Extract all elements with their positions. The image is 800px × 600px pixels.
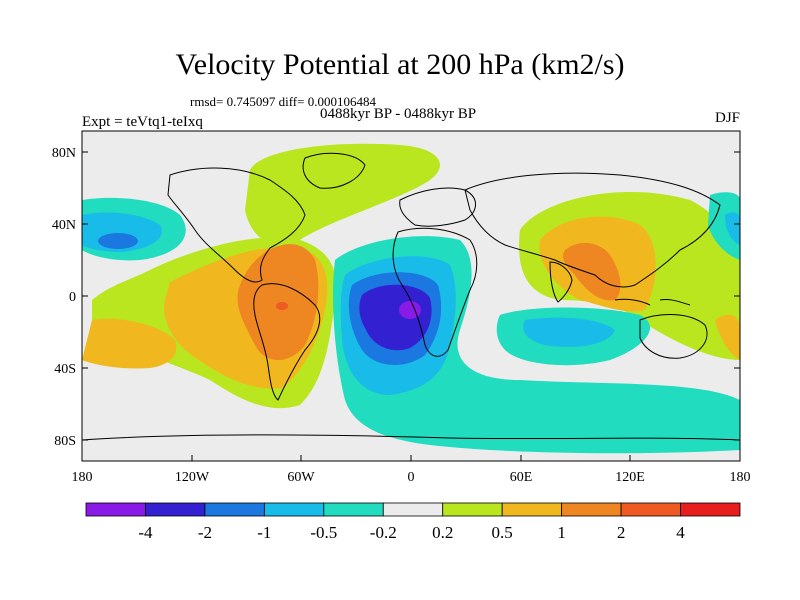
contour-orange-americas xyxy=(237,244,319,360)
coast-north-america xyxy=(167,167,306,283)
contour-field xyxy=(82,131,740,461)
lat-label: 80S xyxy=(54,434,76,449)
coast-antarctica xyxy=(82,434,740,441)
colorbar-swatch xyxy=(323,502,384,517)
contour-teal-eastpacific xyxy=(708,192,740,260)
experiment-label: Expt = teVtq1-teIxq xyxy=(82,114,203,130)
lon-labels: 180 120W 60W 0 60E 120E 180 xyxy=(72,470,751,485)
lon-label: 180 xyxy=(730,470,751,485)
coast-greenland xyxy=(302,152,366,189)
colorbar-label: -4 xyxy=(138,523,153,542)
colorbar-label: 1 xyxy=(557,523,566,542)
lon-label: 180 xyxy=(72,470,93,485)
colorbar-label: -1 xyxy=(257,523,271,542)
lat-label: 0 xyxy=(69,290,76,305)
contour-cyan-eastpacific xyxy=(725,212,740,245)
stats-text: rmsd= 0.745097 diff= 0.000106484 xyxy=(190,94,376,109)
lon-label: 60W xyxy=(287,470,315,485)
contour-blue-npacific xyxy=(98,233,138,249)
coast-asia xyxy=(464,172,721,288)
colorbar-swatch xyxy=(145,502,206,517)
contour-orange-asia xyxy=(563,242,621,301)
colorbar-swatch xyxy=(204,502,265,517)
colorbar-swatch xyxy=(382,502,444,517)
colorbar xyxy=(85,502,741,517)
period-label: 0488kyr BP - 0488kyr BP xyxy=(320,106,477,122)
lat-label: 80N xyxy=(52,146,76,161)
axis-ticks xyxy=(82,151,740,461)
colorbar-label: 0.5 xyxy=(492,523,513,542)
colorbar-label: 2 xyxy=(617,523,626,542)
coast-india xyxy=(549,261,573,303)
contour-green-north xyxy=(245,143,440,246)
colorbar-swatch xyxy=(501,502,563,517)
contour-yellow-eastedge xyxy=(715,314,740,360)
coast-europe xyxy=(399,187,476,227)
colorbar-label: -0.2 xyxy=(370,523,397,542)
colorbar-swatch xyxy=(85,502,146,517)
colorbar-labels: -4 -2 -1 -0.5 -0.2 0.2 0.5 1 2 4 xyxy=(138,523,685,542)
colorbar-label: -2 xyxy=(198,523,212,542)
contour-red-spot xyxy=(276,302,288,310)
lat-labels: 80N 40N 0 40S 80S xyxy=(52,146,76,449)
contour-purple-core xyxy=(399,301,421,319)
colorbar-label: -0.5 xyxy=(310,523,337,542)
coast-africa xyxy=(392,227,478,357)
lat-label: 40S xyxy=(54,362,76,377)
coastlines xyxy=(82,152,740,441)
contour-yellow-pacific xyxy=(82,318,177,369)
coast-south-america xyxy=(253,283,321,401)
colorbar-swatch xyxy=(561,502,622,517)
lon-label: 0 xyxy=(408,470,415,485)
season-label: DJF xyxy=(714,110,740,126)
colorbar-swatch xyxy=(263,502,325,517)
colorbar-swatch xyxy=(620,502,681,517)
lon-label: 120E xyxy=(615,470,645,485)
colorbar-label: 4 xyxy=(676,523,685,542)
colorbar-swatch xyxy=(680,502,741,517)
colorbar-label: 0.2 xyxy=(432,523,453,542)
plot-title: Velocity Potential at 200 hPa (km2/s) xyxy=(175,48,625,81)
coast-indonesia xyxy=(614,298,691,306)
contour-cyan-indian xyxy=(523,317,615,347)
lon-label: 120W xyxy=(175,470,210,485)
lon-label: 60E xyxy=(510,470,533,485)
lat-label: 40N xyxy=(52,218,76,233)
colorbar-swatch xyxy=(442,502,503,517)
coast-australia xyxy=(639,314,708,359)
contour-deepblue-atlantic xyxy=(359,284,432,351)
